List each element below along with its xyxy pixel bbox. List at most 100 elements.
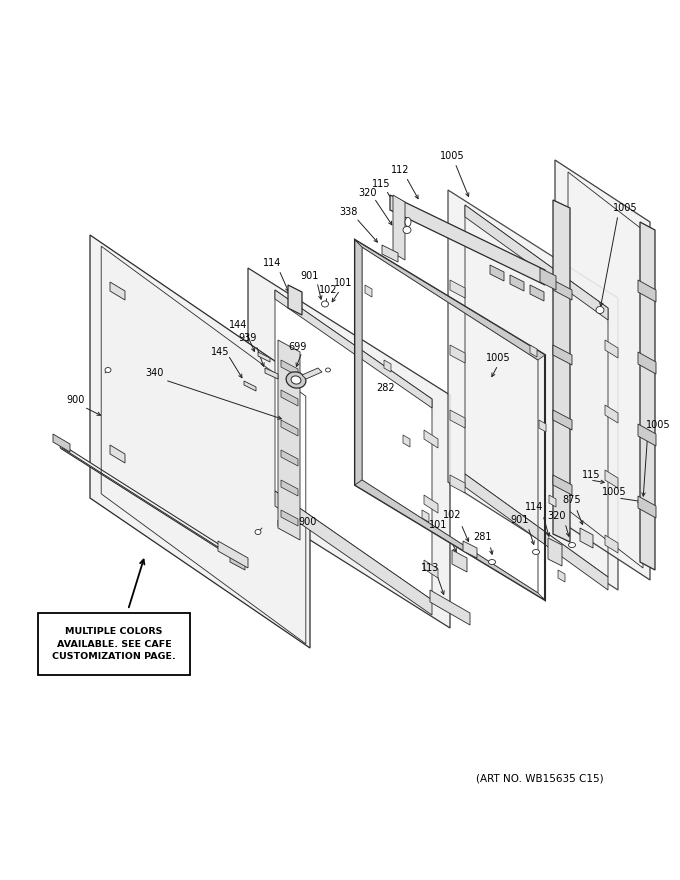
Polygon shape: [549, 495, 556, 507]
FancyBboxPatch shape: [38, 613, 190, 675]
Text: 340: 340: [146, 368, 164, 378]
Polygon shape: [355, 480, 545, 600]
Polygon shape: [244, 381, 256, 391]
Polygon shape: [553, 475, 572, 495]
Polygon shape: [275, 290, 432, 408]
Polygon shape: [384, 360, 391, 372]
Text: 113: 113: [421, 563, 439, 573]
Polygon shape: [281, 450, 298, 466]
Polygon shape: [490, 265, 504, 281]
Text: 901: 901: [301, 271, 319, 281]
Text: 114: 114: [262, 258, 282, 268]
Polygon shape: [230, 555, 245, 570]
Text: 281: 281: [473, 532, 491, 542]
Text: 338: 338: [340, 207, 358, 217]
Polygon shape: [258, 352, 270, 362]
Polygon shape: [430, 590, 470, 625]
Polygon shape: [465, 205, 608, 320]
Polygon shape: [278, 520, 292, 535]
Polygon shape: [53, 434, 70, 452]
Polygon shape: [382, 245, 398, 262]
Text: 101: 101: [429, 520, 447, 530]
Text: 1005: 1005: [602, 487, 626, 497]
Text: 115: 115: [582, 470, 600, 480]
Text: 1005: 1005: [646, 420, 670, 430]
Text: (ART NO. WB15635 C15): (ART NO. WB15635 C15): [476, 773, 604, 783]
Polygon shape: [424, 430, 438, 448]
Text: 875: 875: [562, 495, 581, 505]
Ellipse shape: [405, 217, 411, 226]
Text: 320: 320: [548, 511, 566, 521]
Polygon shape: [638, 280, 656, 302]
Polygon shape: [390, 195, 545, 285]
Polygon shape: [540, 268, 556, 290]
Polygon shape: [450, 475, 465, 493]
Text: 901: 901: [511, 515, 529, 525]
Polygon shape: [424, 495, 438, 513]
Text: 102: 102: [319, 285, 337, 295]
Ellipse shape: [596, 306, 604, 313]
Polygon shape: [450, 280, 465, 298]
Text: 320: 320: [359, 188, 377, 198]
Ellipse shape: [326, 368, 330, 372]
Polygon shape: [355, 240, 362, 485]
Polygon shape: [403, 435, 410, 447]
Polygon shape: [281, 360, 298, 376]
Text: 900: 900: [299, 517, 317, 527]
Polygon shape: [281, 390, 298, 406]
Ellipse shape: [568, 542, 575, 547]
Polygon shape: [558, 570, 565, 582]
Polygon shape: [355, 240, 545, 360]
Polygon shape: [605, 470, 618, 488]
Polygon shape: [265, 368, 278, 379]
Text: 144: 144: [228, 320, 248, 330]
Polygon shape: [555, 160, 650, 580]
Polygon shape: [450, 410, 465, 428]
Polygon shape: [553, 280, 572, 300]
Text: 282: 282: [377, 383, 395, 393]
Polygon shape: [530, 345, 537, 357]
Ellipse shape: [105, 368, 111, 372]
Polygon shape: [638, 496, 656, 518]
Polygon shape: [605, 340, 618, 358]
Polygon shape: [548, 538, 562, 566]
Polygon shape: [605, 405, 618, 423]
Polygon shape: [110, 282, 125, 300]
Polygon shape: [275, 290, 432, 600]
Polygon shape: [452, 550, 467, 572]
Text: MULTIPLE COLORS
AVAILABLE. SEE CAFE
CUSTOMIZATION PAGE.: MULTIPLE COLORS AVAILABLE. SEE CAFE CUST…: [52, 627, 176, 661]
Polygon shape: [638, 352, 656, 374]
Polygon shape: [248, 268, 450, 628]
Polygon shape: [530, 285, 544, 301]
Polygon shape: [539, 420, 546, 432]
Text: 145: 145: [211, 347, 229, 357]
Polygon shape: [450, 345, 465, 363]
Polygon shape: [218, 541, 248, 568]
Polygon shape: [365, 285, 372, 297]
Polygon shape: [510, 275, 524, 291]
Ellipse shape: [488, 560, 496, 564]
Ellipse shape: [291, 376, 301, 384]
Ellipse shape: [286, 372, 306, 388]
Text: 101: 101: [334, 278, 352, 288]
Polygon shape: [281, 510, 298, 526]
Polygon shape: [553, 410, 572, 430]
Polygon shape: [465, 474, 608, 590]
Polygon shape: [281, 420, 298, 436]
Ellipse shape: [403, 226, 411, 233]
Polygon shape: [278, 340, 300, 540]
Text: 1005: 1005: [440, 151, 464, 161]
Polygon shape: [422, 510, 429, 522]
Polygon shape: [288, 285, 302, 315]
Ellipse shape: [532, 549, 539, 554]
Text: 115: 115: [372, 179, 390, 189]
Text: 114: 114: [525, 502, 543, 512]
Text: 900: 900: [67, 395, 85, 405]
Polygon shape: [110, 445, 125, 463]
Text: 1005: 1005: [613, 203, 637, 213]
Text: 102: 102: [443, 510, 461, 520]
Text: 699: 699: [289, 342, 307, 352]
Polygon shape: [638, 424, 656, 446]
Polygon shape: [463, 541, 477, 558]
Polygon shape: [90, 235, 310, 648]
